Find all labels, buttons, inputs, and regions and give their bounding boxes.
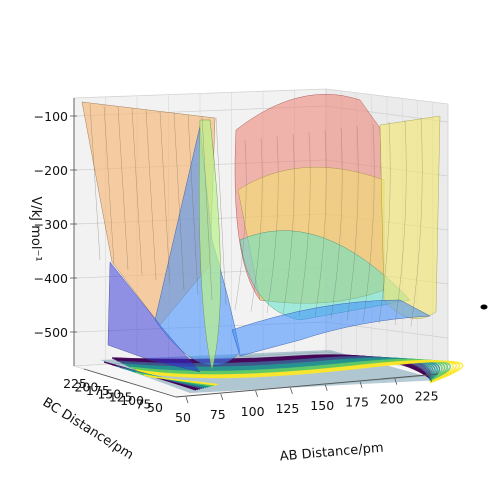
- y-tick-label: 50: [147, 400, 163, 415]
- contour-line: [134, 359, 451, 383]
- x-axis-line: [175, 373, 439, 398]
- contour-line: [133, 359, 449, 383]
- x-tick-labels: 50 75 100 125 150 175 200 225: [175, 375, 439, 425]
- contour-line: [139, 360, 464, 384]
- contour-line: [147, 375, 219, 386]
- y-tick-label: 175: [86, 383, 110, 398]
- x-tick-mark: [359, 381, 363, 388]
- contour-line: [129, 358, 441, 382]
- surface-mesh-line: [234, 139, 247, 311]
- energy-surface: [81, 94, 441, 373]
- y-tick-label: 100: [120, 393, 144, 408]
- y-tick-label: 125: [109, 390, 133, 405]
- contour-line: [123, 357, 433, 381]
- contour-line: [122, 357, 432, 380]
- x-axis-label: AB Distance/pm: [279, 441, 384, 465]
- surface-mesh-line: [314, 129, 327, 318]
- contour-line: [131, 359, 446, 382]
- x-tick-label: 175: [345, 395, 369, 410]
- x-tick-mark: [324, 384, 328, 391]
- z-axis-label: V/kJ mol⁻¹: [28, 196, 43, 261]
- x-tick-mark: [290, 387, 293, 394]
- x-tick-label: 225: [415, 389, 439, 404]
- contour-line: [136, 360, 457, 383]
- x-tick-label: 150: [310, 398, 334, 413]
- surface-mesh-line: [250, 137, 263, 312]
- z-tick-label: −300: [34, 217, 68, 232]
- x-tick-mark: [185, 396, 189, 404]
- surface-mesh-line: [173, 112, 185, 291]
- surface-mesh-line: [394, 119, 407, 326]
- surface-mesh-line: [346, 125, 359, 321]
- contour-line: [135, 359, 454, 383]
- x-tick-mark: [394, 378, 398, 385]
- surface-mesh-line: [159, 111, 171, 286]
- surface-mesh-line: [117, 106, 129, 271]
- y-axis-line: [83, 368, 177, 398]
- surface-mesh-line: [362, 123, 375, 323]
- surface-mesh-line: [201, 115, 213, 301]
- x-tick-label: 50: [175, 410, 191, 425]
- contour-line: [138, 360, 461, 384]
- contour-line: [130, 358, 443, 382]
- y-tick-label: 75: [136, 397, 152, 412]
- x-tick-mark: [429, 375, 433, 382]
- y-tick-label: 200: [74, 379, 98, 394]
- surface-mesh-line: [282, 133, 295, 315]
- surface-mesh-line: [187, 114, 199, 296]
- surface-mesh-line: [89, 103, 101, 261]
- surface-mesh-line: [131, 108, 143, 276]
- y-tick-label: 150: [97, 386, 121, 401]
- surface-mesh-line: [103, 105, 115, 266]
- x-tick-label: 100: [241, 404, 265, 419]
- surface-spike: [199, 119, 221, 371]
- contour-line: [125, 357, 434, 381]
- surface-mesh-line: [410, 117, 423, 327]
- surface-mesh-line: [330, 127, 343, 320]
- x-tick-mark: [220, 393, 224, 401]
- y-tick-label: 225: [63, 376, 87, 391]
- z-tick-labels: −100 −200 −300 −400 −500: [34, 109, 77, 340]
- surface-mesh-line: [215, 117, 227, 306]
- contour-line: [126, 357, 436, 381]
- x-tick-label: 200: [380, 392, 404, 407]
- z-tick-label: −100: [34, 109, 68, 124]
- surface-mesh-line: [298, 131, 311, 317]
- z-tick-label: −500: [34, 325, 68, 340]
- surface-mesh-line: [378, 121, 391, 324]
- contour-line: [127, 358, 438, 382]
- z-tick-label: −200: [34, 163, 68, 178]
- z-tick-label: −400: [34, 271, 68, 286]
- surface-right-plateau: [379, 115, 441, 319]
- x-tick-label: 125: [275, 401, 299, 416]
- stray-marker: [480, 304, 488, 310]
- x-tick-mark: [255, 390, 258, 398]
- x-tick-label: 75: [210, 407, 226, 422]
- surface-mesh-line: [145, 109, 157, 281]
- surface-left-base: [107, 261, 201, 373]
- surface-mesh-line: [266, 135, 279, 314]
